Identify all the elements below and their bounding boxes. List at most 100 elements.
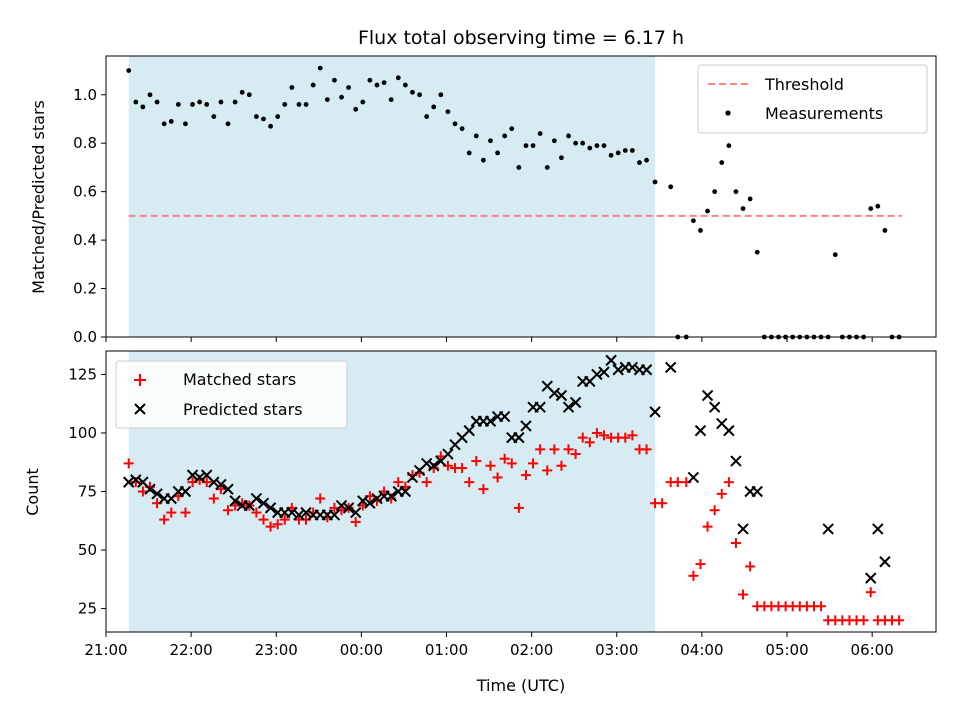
- matched-star-point: [620, 432, 631, 443]
- predicted-star-point: [730, 455, 742, 467]
- legend-predicted-swatch: [134, 403, 146, 415]
- measurement-point: [509, 126, 515, 132]
- measurement-point: [410, 89, 415, 95]
- measurement-point: [637, 160, 642, 165]
- predicted-star-point: [605, 354, 617, 367]
- legend-predicted-label: Predicted stars: [183, 400, 303, 419]
- measurement-point: [629, 148, 635, 153]
- measurement-point: [154, 99, 160, 105]
- predicted-star-point: [687, 471, 700, 484]
- predicted-star-point: [723, 424, 735, 437]
- matched-star-point: [730, 538, 741, 549]
- y-tick-label: 100: [68, 424, 97, 442]
- matched-star-point: [393, 477, 404, 488]
- predicted-star-point: [513, 431, 525, 444]
- matched-star-point: [688, 570, 699, 581]
- y-tick-label: 50: [78, 541, 97, 559]
- bottom-legend: Matched stars Predicted stars: [115, 360, 348, 429]
- measurement-point: [218, 99, 224, 105]
- measurement-point: [502, 133, 508, 139]
- measurement-point: [698, 228, 703, 233]
- measurement-point: [246, 92, 252, 98]
- matched-star-point: [166, 507, 177, 518]
- y-tick-label: 0.2: [73, 280, 97, 298]
- predicted-star-point: [751, 485, 763, 498]
- matched-star-point: [702, 521, 713, 532]
- measurement-point: [183, 121, 188, 127]
- measurement-point: [161, 121, 167, 127]
- legend-measurements-swatch: [725, 110, 731, 116]
- measurement-point: [289, 85, 295, 90]
- measurement-point: [374, 82, 380, 88]
- measurement-point: [282, 102, 288, 107]
- measurement-point: [140, 104, 146, 110]
- measurement-point: [608, 152, 614, 158]
- predicted-star-point: [229, 495, 241, 507]
- measurement-point: [190, 102, 195, 107]
- measurement-point: [644, 157, 649, 163]
- legend-matched-swatch: [134, 374, 146, 386]
- matched-star-point: [492, 472, 503, 483]
- matched-star-point: [865, 587, 876, 598]
- measurement-point: [197, 99, 203, 105]
- x-tick-label: 02:00: [510, 641, 553, 659]
- measurement-point: [537, 131, 543, 136]
- bottom-y-axis-label: Count: [23, 468, 42, 516]
- measurement-point: [133, 99, 139, 105]
- predicted-star-point: [186, 469, 199, 481]
- matched-star-point: [584, 437, 595, 448]
- top-x-ticks: [105, 337, 873, 342]
- measurement-point: [402, 82, 408, 88]
- measurement-point: [740, 206, 746, 212]
- y-tick-label: 0.0: [73, 328, 97, 346]
- measurement-point: [601, 143, 607, 149]
- x-tick-label: 04:00: [680, 641, 723, 659]
- matched-star-point: [506, 458, 517, 469]
- measurement-point: [466, 150, 472, 156]
- matched-star-point: [577, 432, 588, 443]
- measurement-point: [395, 75, 401, 81]
- predicted-star-point: [264, 502, 277, 514]
- measurement-point: [126, 68, 132, 73]
- predicted-star-point: [822, 523, 834, 535]
- predicted-star-point: [649, 406, 661, 418]
- predicted-star-point: [664, 361, 677, 374]
- measurement-point: [459, 126, 465, 132]
- matched-star-point: [471, 456, 482, 467]
- x-tick-label: 21:00: [84, 641, 127, 659]
- matched-star-point: [279, 514, 290, 525]
- measurement-point: [747, 196, 753, 202]
- matched-star-point: [180, 507, 191, 518]
- measurement-point: [832, 252, 838, 258]
- predicted-star-point: [640, 364, 653, 376]
- measurement-point: [275, 114, 281, 119]
- measurement-point: [580, 140, 586, 146]
- matched-star-point: [738, 589, 749, 600]
- measurement-point: [875, 203, 881, 209]
- measurement-point: [573, 140, 579, 146]
- measurement-point: [733, 189, 739, 195]
- matched-star-point: [258, 514, 269, 525]
- measurement-point: [339, 94, 344, 100]
- matched-star-point: [627, 430, 638, 441]
- predicted-star-point: [591, 368, 603, 381]
- matched-star-point: [520, 470, 531, 481]
- measurement-point: [324, 97, 330, 103]
- predicted-star-point: [548, 387, 561, 399]
- predicted-star-point: [498, 410, 511, 423]
- measurement-point: [622, 148, 628, 153]
- top-legend-box: [697, 64, 928, 134]
- bottom-y-axis: 25 50 75 100 125: [68, 365, 106, 618]
- predicted-star-point: [300, 506, 312, 519]
- matched-star-point: [542, 465, 553, 476]
- y-tick-label: 0.6: [73, 183, 97, 201]
- predicted-star-point: [463, 424, 475, 437]
- predicted-star-point: [215, 478, 227, 491]
- x-tick-label: 22:00: [170, 641, 213, 659]
- x-tick-label: 03:00: [595, 641, 638, 659]
- legend-matched-label: Matched stars: [183, 370, 296, 389]
- y-tick-label: 125: [68, 365, 97, 383]
- top-axes-frame: [105, 55, 937, 338]
- predicted-star-point: [626, 361, 639, 374]
